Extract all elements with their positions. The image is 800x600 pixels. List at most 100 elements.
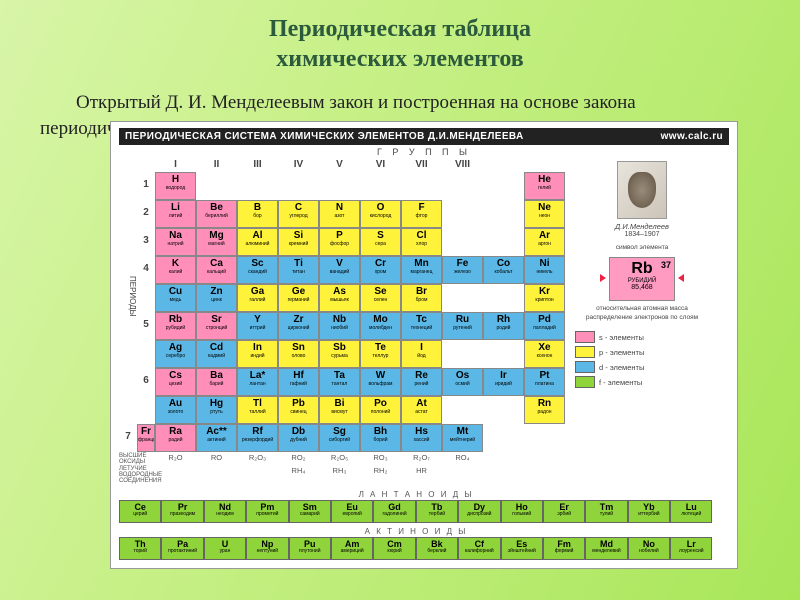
f-element-cell: Euевропий (331, 500, 373, 523)
chem-formula (524, 466, 565, 484)
period-number (137, 284, 155, 312)
element-cell: Reрений (401, 368, 442, 396)
element-cell: Tiтитан (278, 256, 319, 284)
element-cell: Mtмейтнерий (442, 424, 483, 452)
lanthanides-row: CeцерийPrпразеодимNdнеодимPmпрометийSmса… (119, 500, 713, 523)
element-cell: Pфосфор (319, 228, 360, 256)
element-cell: Agсеребро (155, 340, 196, 368)
chem-formula (442, 466, 483, 484)
period-number (137, 396, 155, 424)
element-cell: Seселен (360, 284, 401, 312)
element-cell: Pdпалладий (524, 312, 565, 340)
period-number: 7 (119, 424, 137, 452)
f-element-cell: Tbтербий (416, 500, 458, 523)
element-cell: Rhродий (483, 312, 524, 340)
group-header: VII (401, 157, 442, 172)
element-cell: Dbдубний (278, 424, 319, 452)
element-cell: Arаргон (524, 228, 565, 256)
chem-formula: R₂O₃ (237, 453, 278, 465)
periodic-table-header-bar: ПЕРИОДИЧЕСКАЯ СИСТЕМА ХИМИЧЕСКИХ ЭЛЕМЕНТ… (119, 128, 729, 145)
element-cell: Nbниобий (319, 312, 360, 340)
group-header: V (319, 157, 360, 172)
chem-row-label: ВЫСШИЕ ОКСИДЫ (119, 453, 155, 465)
f-element-cell: Tmтулий (585, 500, 627, 523)
lanthanide-actinide-block: Л А Н Т А Н О И Д Ы CeцерийPrпразеодимNd… (119, 490, 713, 560)
example-element-block: 37 Rb РУБИДИЙ 85,468 (609, 257, 675, 301)
f-element-cell: Lrлоуренсий (670, 537, 712, 560)
chem-row-label: ЛЕТУЧИЕ ВОДОРОДНЫЕ СОЕДИНЕНИЯ (119, 466, 155, 484)
element-cell: Vванадий (319, 256, 360, 284)
element-cell: Naнатрий (155, 228, 196, 256)
f-element-cell: Dyдиспрозий (458, 500, 500, 523)
chem-formula: RO₂ (278, 453, 319, 465)
element-cell: Ptплатина (524, 368, 565, 396)
f-element-cell: Ceцерий (119, 500, 161, 523)
chem-formula: RH₃ (319, 466, 360, 484)
slide-title: Периодическая таблица химических элемент… (0, 0, 800, 80)
chem-formula: RO₃ (360, 453, 401, 465)
element-cell: Sсера (360, 228, 401, 256)
element-cell: Irиридий (483, 368, 524, 396)
chem-formula: RO (196, 453, 237, 465)
f-element-cell: Thторий (119, 537, 161, 560)
period-number: 2 (137, 200, 155, 228)
element-cell: Hsхассий (401, 424, 442, 452)
element-cell: Heгелий (524, 172, 565, 200)
element-cell: Clхлор (401, 228, 442, 256)
element-cell: Brбром (401, 284, 442, 312)
element-cell: Fфтор (401, 200, 442, 228)
groups-label: Г Р У П П Ы (119, 145, 729, 157)
chem-formula: RH₄ (278, 466, 319, 484)
chem-formula: R₂O₇ (401, 453, 442, 465)
f-element-cell: Amамериций (331, 537, 373, 560)
legend-item: s - элементы (575, 331, 709, 343)
chem-formula (524, 453, 565, 465)
period-number: 4 (137, 256, 155, 284)
element-cell: Frфранций (137, 424, 155, 452)
actinides-row: ThторийPaпротактинийUуранNpнептунийPuплу… (119, 537, 713, 560)
element-cell: Xeксенон (524, 340, 565, 368)
element-cell: Rfрезерфордий (237, 424, 278, 452)
f-element-cell: Pmпрометий (246, 500, 288, 523)
element-cell: Gaгаллий (237, 284, 278, 312)
group-header (524, 157, 565, 172)
element-cell: Coкобальт (483, 256, 524, 284)
chem-formula (237, 466, 278, 484)
f-element-cell: Puплутоний (289, 537, 331, 560)
side-info-panel: Д.И.Менделеев 1834–1907 символ элемента … (565, 157, 715, 424)
element-cell: Bhборий (360, 424, 401, 452)
f-element-cell: Fmфермий (543, 537, 585, 560)
element-cell: Rbрубидий (155, 312, 196, 340)
element-cell: Snолово (278, 340, 319, 368)
element-cell: Sgсиборгий (319, 424, 360, 452)
element-cell: Mnмарганец (401, 256, 442, 284)
f-element-cell: Erэрбий (543, 500, 585, 523)
element-cell: Cuмедь (155, 284, 196, 312)
element-cell: Rnрадон (524, 396, 565, 424)
element-cell: Moмолибден (360, 312, 401, 340)
element-cell: Nазот (319, 200, 360, 228)
chem-formula (483, 453, 524, 465)
chem-formula: RH₂ (360, 466, 401, 484)
element-cell: Neнеон (524, 200, 565, 228)
element-cell: Wвольфрам (360, 368, 401, 396)
element-cell: Asмышьяк (319, 284, 360, 312)
group-header: IV (278, 157, 319, 172)
mendeleev-portrait (617, 161, 667, 219)
f-element-cell: Ndнеодим (204, 500, 246, 523)
group-header (483, 157, 524, 172)
period-number (137, 340, 155, 368)
group-header: VIII (442, 157, 483, 172)
element-cell: Krкриптон (524, 284, 565, 312)
element-cell: Ac**актиний (196, 424, 237, 452)
element-cell: Raрадий (155, 424, 196, 452)
f-element-cell: Esэйнштейний (501, 537, 543, 560)
f-element-cell: Cmкюрий (373, 537, 415, 560)
f-element-cell: Gdгадолиний (373, 500, 415, 523)
group-header: II (196, 157, 237, 172)
f-element-cell: Hoгольмий (501, 500, 543, 523)
group-header: I (155, 157, 196, 172)
element-cell: Biвисмут (319, 396, 360, 424)
element-cell: Atастат (401, 396, 442, 424)
element-cell: Bбор (237, 200, 278, 228)
